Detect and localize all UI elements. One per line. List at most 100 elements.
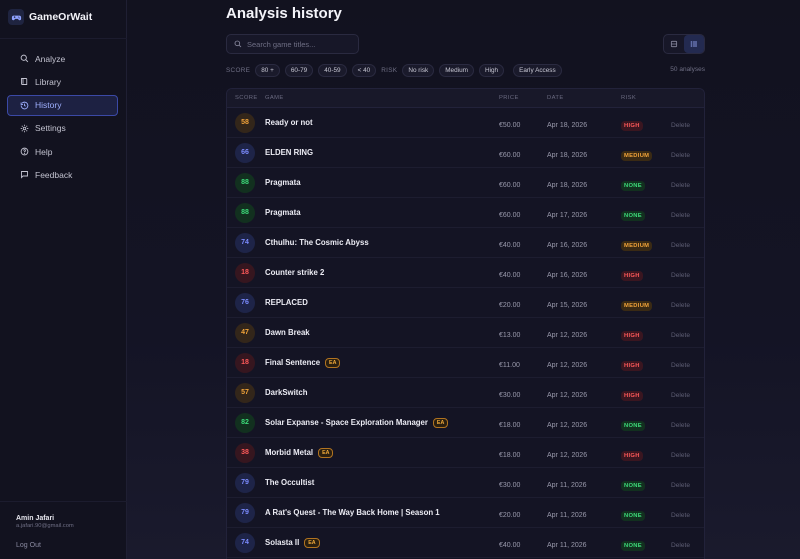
sidebar-item-settings[interactable]: Settings [7, 118, 118, 139]
risk-cell: NONE [621, 474, 671, 492]
column-header-game[interactable]: GAME [265, 95, 284, 101]
date: Apr 12, 2026 [547, 391, 588, 399]
delete-button[interactable]: Delete [671, 541, 691, 549]
delete-button[interactable]: Delete [671, 361, 691, 369]
price: €18.00 [499, 451, 521, 459]
delete-button[interactable]: Delete [671, 181, 691, 189]
price-cell: €60.00 [499, 204, 547, 222]
delete-button[interactable]: Delete [671, 121, 691, 129]
table-row[interactable]: 58 Ready or not €50.00 Apr 18, 2026 HIGH Dele… [227, 108, 704, 138]
delete-button[interactable]: Delete [671, 331, 691, 339]
score-chip-80-plus[interactable]: 80 + [255, 63, 280, 77]
game-title[interactable]: Counter strike 2 [265, 268, 325, 277]
list-view-button[interactable] [684, 35, 704, 53]
table-row[interactable]: 82 Solar Expanse - Space Exploration Mana… [227, 408, 704, 438]
sidebar-item-library[interactable]: Library [7, 71, 118, 92]
risk-cell: HIGH [621, 354, 671, 372]
game-title[interactable]: A Rat's Quest - The Way Back Home | Seas… [265, 508, 440, 517]
game-title[interactable]: Final Sentence [265, 358, 321, 367]
table-row[interactable]: 79 The Occultist €30.00 Apr 11, 2026 NONE Del… [227, 468, 704, 498]
table-row[interactable]: 38 Morbid Metal EA €18.00 Apr 12, 2026 HIGH De… [227, 438, 704, 468]
early-access-badge: EA [432, 417, 449, 428]
price: €30.00 [499, 481, 521, 489]
sidebar-divider [0, 38, 127, 39]
early-access-chip[interactable]: Early Access [513, 63, 562, 77]
table-row[interactable]: 88 Pragmata €60.00 Apr 18, 2026 NONE Delete [227, 168, 704, 198]
game-title[interactable]: Cthulhu: The Cosmic Abyss [265, 238, 369, 247]
table-row[interactable]: 66 ELDEN RING €60.00 Apr 18, 2026 MEDIUM Dele… [227, 138, 704, 168]
game-title[interactable]: Solar Expanse - Space Exploration Manage… [265, 418, 428, 427]
page-title: Analysis history [226, 5, 342, 22]
sidebar-item-help[interactable]: Help [7, 141, 118, 162]
sidebar-item-history[interactable]: History [7, 94, 118, 116]
sidebar-item-feedback[interactable]: Feedback [7, 164, 118, 185]
delete-button[interactable]: Delete [671, 451, 691, 459]
game-title[interactable]: DarkSwitch [265, 388, 308, 397]
score-badge: 58 [235, 112, 255, 133]
delete-button[interactable]: Delete [671, 481, 691, 489]
game-title[interactable]: REPLACED [265, 298, 308, 307]
game-title[interactable]: Solasta II [265, 538, 300, 547]
column-header-price[interactable]: PRICE [499, 95, 519, 101]
delete-button[interactable]: Delete [671, 421, 691, 429]
price: €13.00 [499, 331, 521, 339]
search-input[interactable] [247, 39, 357, 49]
help-icon [20, 147, 29, 156]
game-title[interactable]: Ready or not [265, 118, 313, 127]
delete-button[interactable]: Delete [671, 391, 691, 399]
table-row[interactable]: 74 Cthulhu: The Cosmic Abyss €40.00 Apr 16,… [227, 228, 704, 258]
delete-button[interactable]: Delete [671, 271, 691, 279]
column-header-risk[interactable]: RISK [621, 95, 637, 101]
delete-button[interactable]: Delete [671, 211, 691, 219]
delete-button[interactable]: Delete [671, 511, 691, 519]
date: Apr 11, 2026 [547, 541, 587, 549]
table-row[interactable]: 79 A Rat's Quest - The Way Back Home | Se… [227, 498, 704, 528]
table-row[interactable]: 57 DarkSwitch €30.00 Apr 12, 2026 HIGH Delete [227, 378, 704, 408]
logout-button[interactable]: Log Out [16, 542, 41, 549]
column-header-score[interactable]: SCORE [235, 95, 258, 101]
score-cell: 82 [227, 412, 265, 433]
grid-view-button[interactable] [664, 35, 684, 53]
risk-cell: HIGH [621, 444, 671, 462]
price: €60.00 [499, 211, 521, 219]
risk-badge: NONE [621, 510, 645, 521]
game-title[interactable]: ELDEN RING [265, 148, 314, 157]
date: Apr 18, 2026 [547, 121, 588, 129]
date-cell: Apr 15, 2026 [547, 294, 621, 312]
table-row[interactable]: 74 Solasta II EA €40.00 Apr 11, 2026 NONE Dele… [227, 528, 704, 558]
game-cell: Solar Expanse - Space Exploration Manage… [265, 417, 499, 428]
risk-cell: NONE [621, 204, 671, 222]
table-row[interactable]: 18 Counter strike 2 €40.00 Apr 16, 2026 HIGH… [227, 258, 704, 288]
risk-chip-high[interactable]: High [478, 63, 505, 77]
date-cell: Apr 16, 2026 [547, 264, 621, 282]
date-cell: Apr 12, 2026 [547, 384, 621, 402]
risk-badge: NONE [621, 420, 645, 431]
score-chip-under-40[interactable]: < 40 [351, 63, 377, 77]
brand[interactable]: GameOrWait [8, 9, 92, 25]
column-header-date[interactable]: DATE [547, 95, 564, 101]
price-cell: €40.00 [499, 534, 547, 552]
score-chip-40-59[interactable]: 40-59 [318, 63, 347, 77]
delete-button[interactable]: Delete [671, 301, 691, 309]
risk-chip-none[interactable]: No risk [402, 63, 435, 77]
delete-button[interactable]: Delete [671, 241, 691, 249]
game-title[interactable]: The Occultist [265, 478, 315, 487]
sidebar-item-analyze[interactable]: Analyze [7, 48, 118, 69]
table-row[interactable]: 18 Final Sentence EA €11.00 Apr 12, 2026 HIGH… [227, 348, 704, 378]
search-box[interactable] [226, 34, 359, 54]
analysis-count: 50 analyses [670, 66, 705, 73]
price-cell: €20.00 [499, 504, 547, 522]
delete-button[interactable]: Delete [671, 151, 691, 159]
date-cell: Apr 12, 2026 [547, 354, 621, 372]
date-cell: Apr 11, 2026 [547, 504, 621, 522]
game-title[interactable]: Pragmata [265, 208, 301, 217]
table-row[interactable]: 47 Dawn Break €13.00 Apr 12, 2026 HIGH Delete [227, 318, 704, 348]
score-chip-60-79[interactable]: 60-79 [284, 63, 314, 77]
risk-chip-medium[interactable]: Medium [439, 63, 474, 77]
table-row[interactable]: 88 Pragmata €60.00 Apr 17, 2026 NONE Delete [227, 198, 704, 228]
game-title[interactable]: Dawn Break [265, 328, 310, 337]
table-row[interactable]: 76 REPLACED €20.00 Apr 15, 2026 MEDIUM Delete [227, 288, 704, 318]
game-title[interactable]: Pragmata [265, 178, 301, 187]
game-title[interactable]: Morbid Metal [265, 448, 314, 457]
price: €40.00 [499, 241, 521, 249]
